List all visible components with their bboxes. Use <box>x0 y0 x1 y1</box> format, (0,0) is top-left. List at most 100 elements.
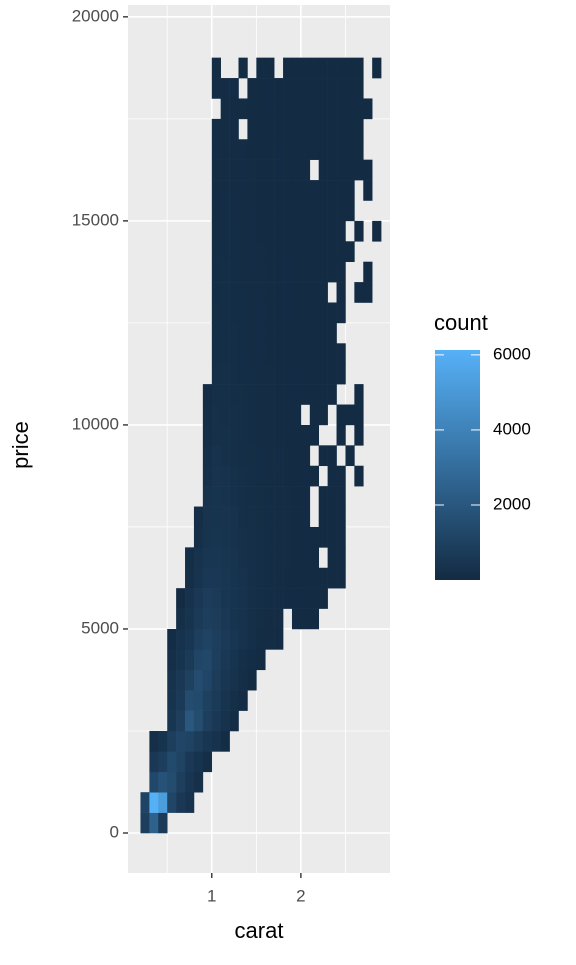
tile <box>291 200 302 222</box>
tile <box>274 180 284 201</box>
tile <box>238 180 248 201</box>
tile <box>193 547 204 569</box>
tile <box>220 649 230 671</box>
tile <box>158 751 168 773</box>
tile <box>220 690 230 711</box>
tile <box>256 261 266 283</box>
tile <box>336 567 346 589</box>
tile <box>238 363 248 385</box>
tile <box>283 200 293 222</box>
tile <box>247 486 257 507</box>
tile <box>283 118 293 140</box>
tile <box>229 465 239 487</box>
tile <box>193 649 204 671</box>
tile <box>176 710 186 732</box>
tile <box>256 384 266 405</box>
tile <box>291 424 302 446</box>
tile <box>211 57 221 79</box>
tile <box>220 241 230 262</box>
tile <box>202 486 213 507</box>
tile <box>229 486 239 507</box>
tile <box>309 78 320 99</box>
tile <box>309 465 320 487</box>
tile <box>211 384 221 405</box>
tile <box>247 669 257 691</box>
tile <box>300 200 311 222</box>
tile <box>238 649 248 671</box>
tile <box>291 302 302 324</box>
tile <box>185 792 195 813</box>
tile <box>318 200 328 222</box>
tile <box>354 78 364 99</box>
tile <box>309 547 320 569</box>
tile <box>327 220 337 242</box>
tile <box>265 282 275 303</box>
tile <box>274 363 284 385</box>
tile <box>211 200 221 222</box>
tile <box>193 710 204 732</box>
tile <box>247 302 257 324</box>
tile <box>229 343 239 365</box>
tile <box>167 690 177 711</box>
tile <box>318 241 328 262</box>
tile <box>220 220 230 242</box>
tile <box>158 792 168 813</box>
tile <box>354 282 364 303</box>
tile <box>291 465 302 487</box>
tile <box>211 282 221 303</box>
tile <box>318 343 328 365</box>
tile <box>283 465 293 487</box>
tile <box>167 649 177 671</box>
y-tick-label: 0 <box>110 822 119 841</box>
tile <box>256 649 266 671</box>
tile <box>318 445 328 467</box>
tile <box>238 404 248 426</box>
tile <box>247 343 257 365</box>
tile <box>283 526 293 548</box>
tile <box>185 730 195 752</box>
tile <box>211 78 221 99</box>
tile <box>193 628 204 650</box>
tile <box>318 118 328 140</box>
tile <box>256 567 266 589</box>
tile <box>265 363 275 385</box>
tile <box>247 547 257 569</box>
tile <box>345 445 355 467</box>
tile <box>345 180 355 201</box>
tile <box>167 710 177 732</box>
tile <box>318 139 328 160</box>
tile <box>283 282 293 303</box>
tile <box>140 792 150 813</box>
tile <box>247 384 257 405</box>
tile <box>211 180 221 201</box>
tile <box>238 486 248 507</box>
tile <box>265 159 275 181</box>
tile <box>220 159 230 181</box>
tile <box>283 180 293 201</box>
tile <box>229 200 239 222</box>
tile <box>176 628 186 650</box>
tile <box>274 78 284 99</box>
tile <box>354 465 364 487</box>
legend-label: 4000 <box>493 419 531 438</box>
tile <box>291 588 302 609</box>
tile <box>176 608 186 630</box>
y-tick-label: 15000 <box>72 210 119 229</box>
tile <box>247 241 257 262</box>
tile <box>247 78 257 99</box>
tile <box>354 57 364 79</box>
tile <box>300 159 311 181</box>
tile <box>211 343 221 365</box>
tile <box>158 771 168 793</box>
tile <box>274 282 284 303</box>
tile <box>247 588 257 609</box>
tile <box>336 200 346 222</box>
tile <box>291 363 302 385</box>
tile <box>327 118 337 140</box>
tile <box>309 261 320 283</box>
tile <box>336 220 346 242</box>
tile <box>256 322 266 344</box>
tile <box>336 78 346 99</box>
tile <box>211 322 221 344</box>
